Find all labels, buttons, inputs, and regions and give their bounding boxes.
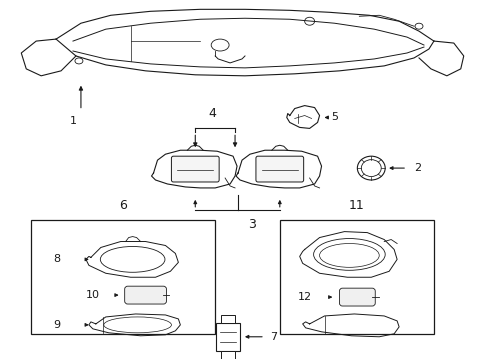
Bar: [216, 323, 240, 351]
Text: 2: 2: [413, 163, 420, 173]
Text: 6: 6: [119, 199, 127, 212]
Text: 4: 4: [208, 108, 216, 121]
Text: 8: 8: [53, 255, 60, 264]
Text: 1: 1: [69, 116, 76, 126]
Text: 11: 11: [348, 199, 364, 212]
Text: 5: 5: [331, 112, 338, 122]
Text: 12: 12: [297, 292, 311, 302]
FancyBboxPatch shape: [255, 156, 303, 182]
Text: 9: 9: [53, 320, 60, 330]
Bar: [31, 220, 215, 334]
Bar: [221, 351, 235, 359]
Bar: [221, 315, 235, 323]
FancyBboxPatch shape: [171, 156, 219, 182]
Text: 10: 10: [86, 290, 100, 300]
Bar: [279, 220, 433, 334]
FancyBboxPatch shape: [124, 286, 166, 304]
FancyBboxPatch shape: [339, 288, 374, 306]
Text: 7: 7: [269, 332, 276, 342]
Text: 3: 3: [247, 218, 255, 231]
